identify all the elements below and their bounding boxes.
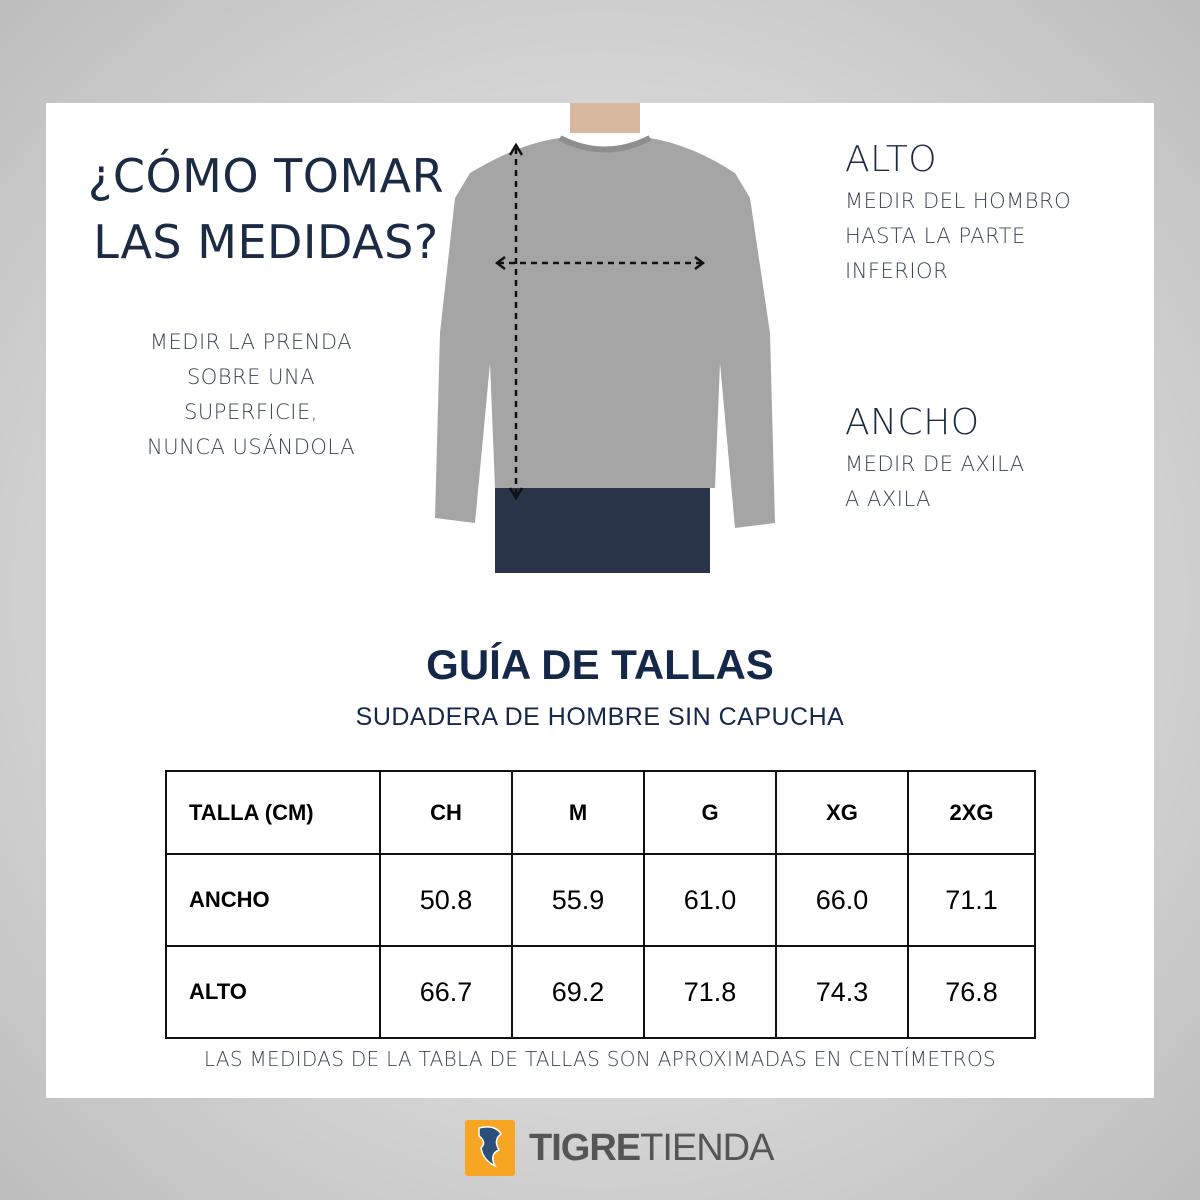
header-cell: G [643, 770, 777, 855]
alto-line: INFERIOR [845, 259, 949, 283]
ancho-heading: ANCHO [845, 402, 980, 443]
alto-line: MEDIR DEL HOMBRO [845, 189, 1072, 213]
row-label: ANCHO [165, 853, 381, 947]
brand-name: TIGRETIENDA [529, 1126, 774, 1170]
instruction-line: NUNCA USÁNDOLA [147, 435, 355, 459]
brand-logo: TIGRETIENDA [465, 1120, 774, 1176]
header-cell: M [511, 770, 645, 855]
header-cell: 2XG [907, 770, 1036, 855]
table-cell: 71.1 [907, 853, 1036, 947]
alto-heading: ALTO [845, 139, 938, 180]
ancho-section: ANCHO MEDIR DE AXILA A AXILA [845, 402, 1025, 517]
title-line: ¿CÓMO TOMAR [87, 149, 445, 203]
instruction-line: SUPERFICIE, [184, 400, 318, 424]
instruction-line: MEDIR LA PRENDA [149, 330, 353, 354]
alto-line: HASTA LA PARTE [845, 224, 1026, 248]
table-cell: 71.8 [643, 945, 777, 1039]
tiger-logo-icon [465, 1120, 515, 1176]
title-line: LAS MEDIDAS? [93, 215, 439, 269]
header-cell: XG [775, 770, 909, 855]
table-header-row: TALLA (CM) CH M G XG 2XG [165, 770, 1036, 855]
header-cell: CH [379, 770, 513, 855]
instructions: MEDIR LA PRENDA SOBRE UNA SUPERFICIE, NU… [96, 325, 406, 465]
sweater-image [435, 103, 775, 573]
guide-title: GUÍA DE TALLAS [426, 641, 774, 688]
table-cell: 66.7 [379, 945, 513, 1039]
size-guide-card: ¿CÓMO TOMAR LAS MEDIDAS? MEDIR LA PRENDA… [46, 103, 1154, 1098]
brand-bold: TIGRE [529, 1126, 641, 1169]
alto-section: ALTO MEDIR DEL HOMBRO HASTA LA PARTE INF… [845, 139, 1071, 289]
table-note: LAS MEDIDAS DE LA TABLA DE TALLAS SON AP… [203, 1047, 997, 1071]
table-cell: 50.8 [379, 853, 513, 947]
ancho-line: MEDIR DE AXILA [845, 452, 1025, 476]
how-to-title: ¿CÓMO TOMAR LAS MEDIDAS? [66, 143, 466, 275]
ancho-line: A AXILA [845, 487, 932, 511]
table-cell: 74.3 [775, 945, 909, 1039]
table-cell: 55.9 [511, 853, 645, 947]
header-cell: TALLA (CM) [165, 770, 381, 855]
size-table: TALLA (CM) CH M G XG 2XG ANCHO 50.8 55.9… [165, 770, 1036, 1039]
table-cell: 76.8 [907, 945, 1036, 1039]
instruction-line: SOBRE UNA [186, 365, 316, 389]
guide-subtitle: SUDADERA DE HOMBRE SIN CAPUCHA [355, 703, 845, 731]
table-cell: 69.2 [511, 945, 645, 1039]
table-row: ANCHO 50.8 55.9 61.0 66.0 71.1 [165, 853, 1036, 947]
table-row: ALTO 66.7 69.2 71.8 74.3 76.8 [165, 945, 1036, 1039]
brand-light: TIENDA [640, 1126, 774, 1169]
row-label: ALTO [165, 945, 381, 1039]
table-cell: 61.0 [643, 853, 777, 947]
table-cell: 66.0 [775, 853, 909, 947]
